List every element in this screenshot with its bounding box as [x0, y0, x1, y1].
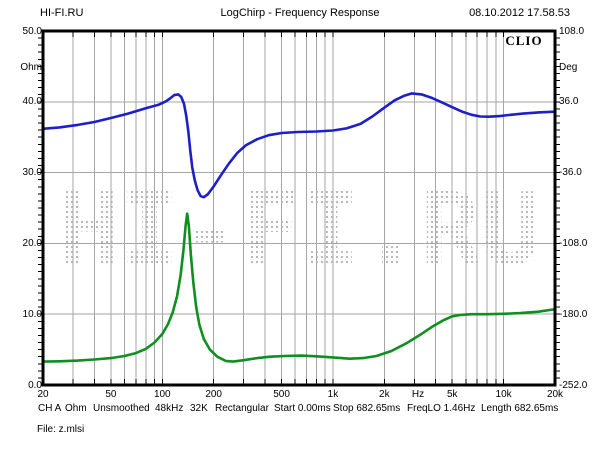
grid-lines [43, 31, 555, 385]
x-tick-label: 200 [205, 389, 222, 400]
watermark-text: HI-FI.RU [59, 171, 541, 288]
status-token: Start 0.00ms [274, 403, 331, 414]
y-left-tick-label: 20.0 [22, 237, 42, 249]
x-tick-label: 50 [105, 389, 117, 400]
y-left-tick-label: 50.0 [22, 25, 42, 37]
y-left-tick-label: 10.0 [22, 308, 42, 320]
x-axis-unit: Hz [411, 389, 425, 400]
y-right-tick-label: -108.0 [559, 237, 588, 249]
header-datetime: 08.10.2012 17.58.53 [469, 7, 570, 19]
status-token: Rectangular [215, 403, 269, 414]
x-tick-label: 20 [37, 389, 49, 400]
impedance-magnitude-curve [44, 212, 554, 363]
x-tick-label: 2k [379, 389, 390, 400]
y-left-tick-label: 30.0 [22, 167, 42, 179]
axis-minor-ticks [38, 32, 560, 384]
y-left-axis-unit: Ohm [20, 62, 42, 73]
status-token: 32K [190, 403, 208, 414]
y-left-tick-label: 0.0 [28, 379, 42, 391]
y-right-tick-label: 36.0 [559, 96, 579, 108]
header-site-label: HI-FI.RU [40, 7, 84, 19]
file-name-label: File: z.mlsi [37, 424, 85, 435]
x-tick-label: 100 [153, 389, 171, 400]
status-token: Unsmoothed [93, 403, 150, 414]
status-token: Length 682.65ms [481, 403, 559, 414]
status-token: Stop 682.65ms [333, 403, 401, 414]
x-tick-label: 5k [446, 389, 458, 400]
y-right-tick-label: 108.0 [559, 25, 585, 37]
y-right-axis-unit: Deg [559, 62, 578, 73]
x-tick-label: 10k [495, 389, 512, 400]
x-tick-label: 500 [273, 389, 290, 400]
status-token: CH A [38, 403, 62, 414]
status-token: Ohm [65, 403, 87, 414]
y-right-tick-label: -36.0 [559, 167, 582, 179]
impedance-phase-curve [44, 92, 554, 199]
plot-border [41, 29, 557, 387]
x-tick-label: 20k [546, 389, 564, 400]
y-right-tick-label: -252.0 [559, 379, 588, 391]
status-token: 48kHz [155, 403, 184, 414]
x-tick-label: 1k [327, 389, 339, 400]
y-left-tick-label: 40.0 [22, 96, 42, 108]
y-right-tick-label: -180.0 [559, 308, 588, 320]
chart-title: LogChirp - Frequency Response [220, 7, 380, 19]
clio-logo: CLIO [505, 33, 543, 48]
status-token: FreqLO 1.46Hz [407, 403, 476, 414]
